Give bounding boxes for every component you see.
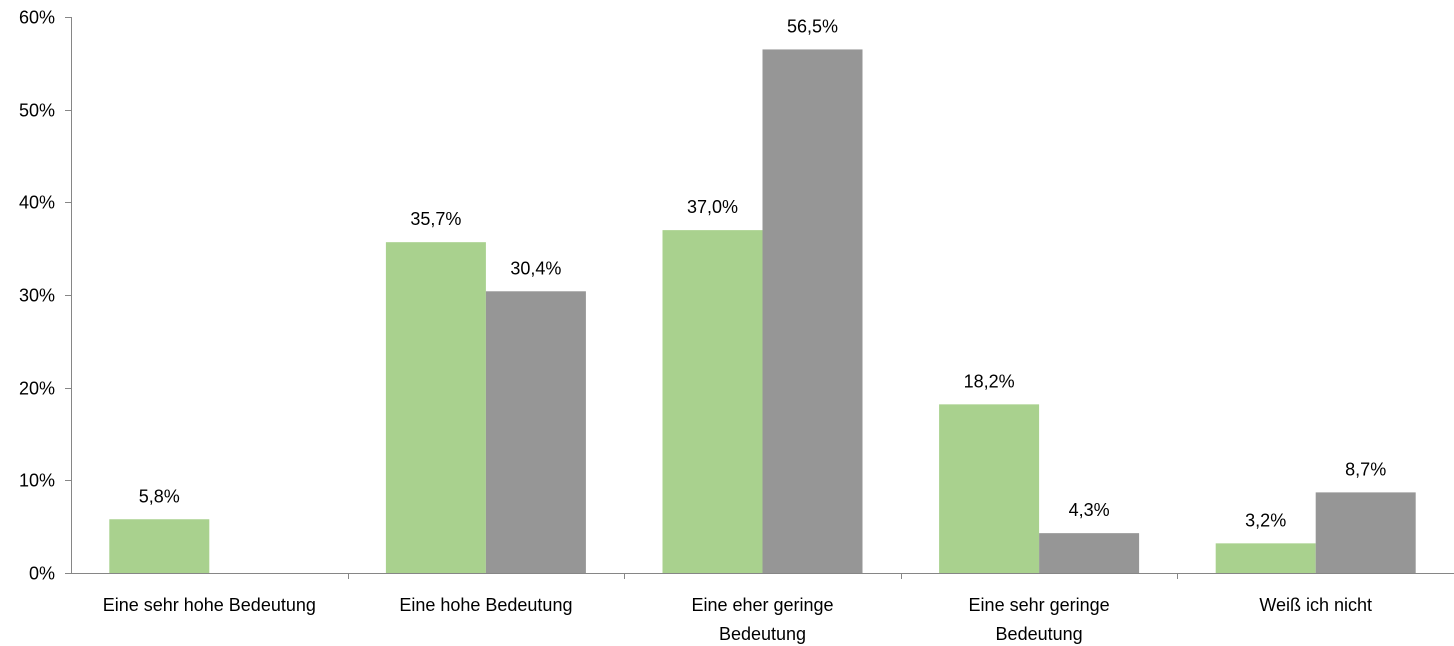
x-category-label-line: Bedeutung — [719, 624, 806, 644]
data-label: 35,7% — [410, 209, 461, 229]
y-tick-label: 60% — [19, 8, 55, 28]
x-category-label: Eine eher geringe Bedeutung — [691, 595, 833, 644]
data-label: 5,8% — [139, 486, 180, 506]
y-tick-label: 50% — [19, 101, 55, 121]
y-tick-label: 40% — [19, 193, 55, 213]
x-category-label-line: Weiß ich nicht — [1259, 595, 1372, 615]
bar — [939, 404, 1040, 573]
x-category-label-line: Eine sehr geringe — [969, 595, 1110, 615]
x-category-label: Eine sehr hohe Bedeutung — [103, 595, 316, 615]
bar — [485, 291, 586, 573]
data-label: 8,7% — [1345, 459, 1386, 479]
x-category-label: Eine hohe Bedeutung — [399, 595, 572, 615]
data-label: 56,5% — [787, 16, 838, 36]
x-category-label-line: Eine sehr hohe Bedeutung — [103, 595, 316, 615]
bar — [1215, 543, 1316, 573]
x-category-label-line: Bedeutung — [996, 624, 1083, 644]
bar — [1315, 492, 1416, 573]
data-label: 4,3% — [1069, 500, 1110, 520]
bar — [662, 230, 763, 573]
data-label: 18,2% — [964, 371, 1015, 391]
data-label: 37,0% — [687, 197, 738, 217]
x-category-label: Weiß ich nicht — [1259, 595, 1372, 615]
y-tick-label: 20% — [19, 379, 55, 399]
x-category-label-line: Eine hohe Bedeutung — [399, 595, 572, 615]
data-label: 3,2% — [1245, 510, 1286, 530]
bar — [109, 519, 210, 573]
bar — [385, 242, 486, 573]
y-tick-label: 30% — [19, 286, 55, 306]
x-category-label: Eine sehr geringe Bedeutung — [969, 595, 1110, 644]
y-tick-label: 0% — [29, 564, 55, 584]
y-tick-label: 10% — [19, 471, 55, 491]
data-label: 30,4% — [510, 258, 561, 278]
bar — [762, 49, 863, 573]
x-category-label-line: Eine eher geringe — [691, 595, 833, 615]
bar — [1039, 533, 1140, 573]
